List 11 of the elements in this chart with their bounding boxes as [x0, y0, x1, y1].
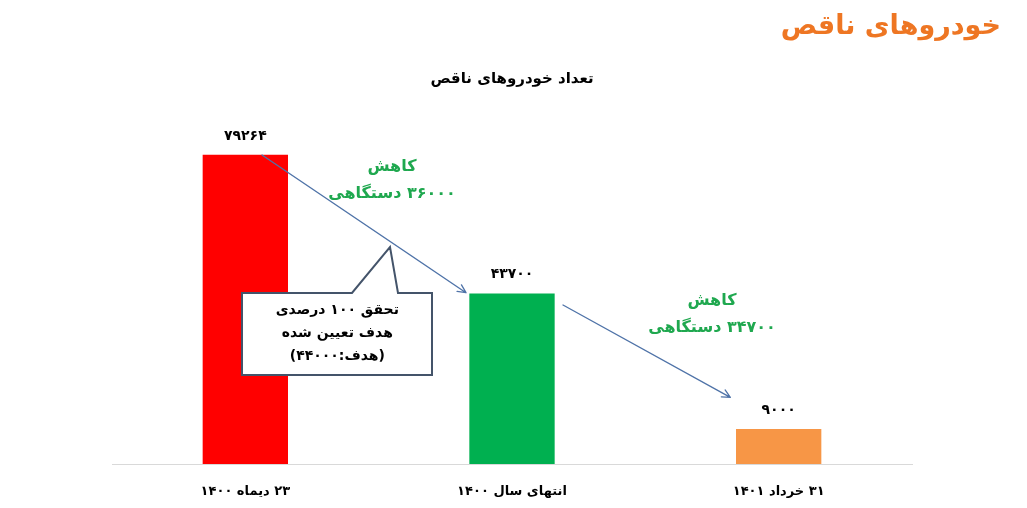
x-tick-label: ۲۳ دیماه ۱۴۰۰ [200, 483, 291, 499]
data-label: ۷۹۲۶۴ [223, 126, 268, 143]
annotation: تحقق ۱۰۰ درصدی هدف تعیین شده (هدف:۴۴۰۰۰) [275, 299, 399, 365]
chart-subtitle: تعداد خودروهای ناقص [430, 69, 594, 87]
x-tick-label: ۳۱ خرداد ۱۴۰۱ [732, 483, 825, 499]
annotation: کاهش ۳۴۷۰۰ دستگاهی [648, 288, 776, 338]
data-label: ۴۳۷۰۰ [490, 265, 534, 282]
data-label: ۹۰۰۰ [761, 400, 796, 417]
x-tick-label: انتهای سال ۱۴۰۰ [457, 483, 567, 499]
chart-title: خودروهای ناقص [780, 9, 1001, 42]
annotation: کاهش ۳۶۰۰۰ دستگاهی [328, 154, 456, 204]
